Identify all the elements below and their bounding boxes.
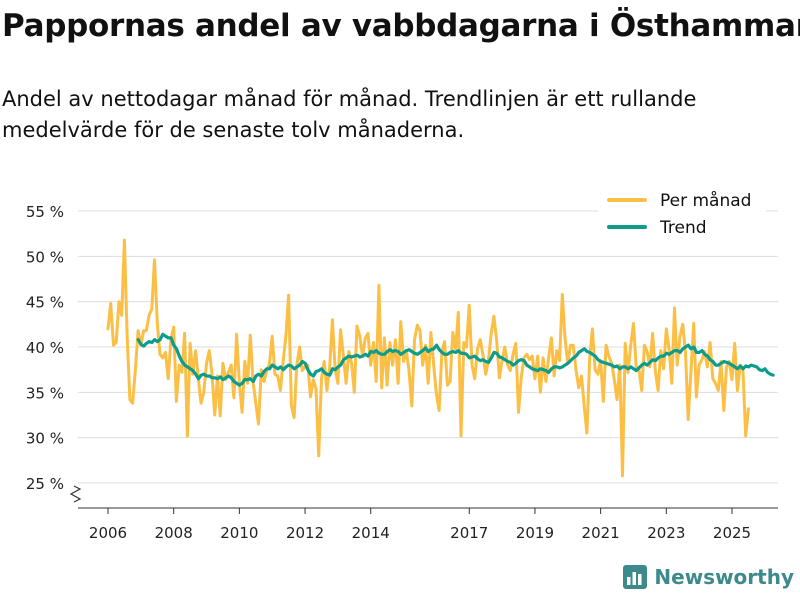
x-tick-label: 2014 <box>352 524 390 542</box>
chart-subtitle: Andel av nettodagar månad för månad. Tre… <box>2 87 697 142</box>
x-tick-label: 2006 <box>89 524 127 542</box>
y-tick-label: 25 % <box>26 475 64 493</box>
chart-title: Pappornas andel av vabbdagarna i Östhamm… <box>2 8 800 44</box>
x-tick-label: 2019 <box>516 524 554 542</box>
y-tick-label: 50 % <box>26 248 64 266</box>
x-tick-label: 2008 <box>155 524 193 542</box>
x-tick-label: 2010 <box>220 524 258 542</box>
y-tick-label: 35 % <box>26 384 64 402</box>
axis-break-icon <box>69 485 82 503</box>
brand-name: Newsworthy <box>654 565 794 589</box>
trend-series-line <box>136 332 775 387</box>
legend-item-per-manad: Per månad <box>660 190 751 211</box>
legend-background <box>598 186 766 238</box>
x-tick-label: 2017 <box>450 524 488 542</box>
x-tick-label: 2012 <box>286 524 324 542</box>
y-tick-label: 40 % <box>26 339 64 357</box>
brand-logo: Newsworthy <box>622 562 794 592</box>
x-tick-label: 2025 <box>713 524 751 542</box>
y-tick-label: 30 % <box>26 430 64 448</box>
y-tick-label: 55 % <box>26 203 64 221</box>
monthly-series-line <box>106 238 750 478</box>
newsworthy-logo-icon <box>623 565 648 589</box>
y-tick-label: 45 % <box>26 294 64 312</box>
x-tick-label: 2021 <box>582 524 620 542</box>
x-tick-label: 2023 <box>647 524 685 542</box>
legend-item-trend: Trend <box>659 218 707 238</box>
